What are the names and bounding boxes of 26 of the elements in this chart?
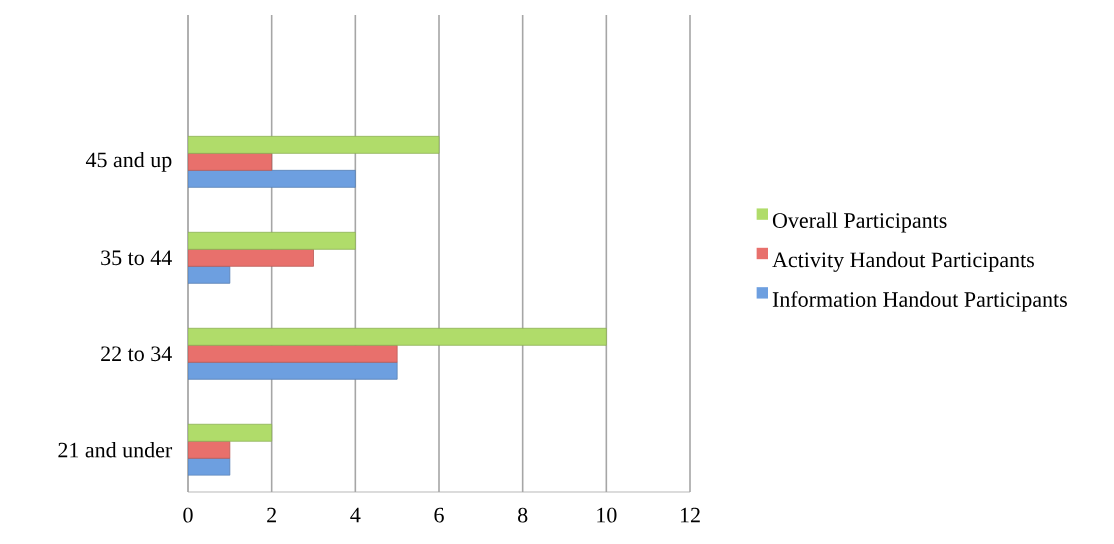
bar <box>188 440 231 459</box>
bar <box>188 135 440 154</box>
bar <box>188 457 231 476</box>
legend-label: Overall Participants <box>772 212 947 233</box>
bar <box>188 327 607 346</box>
y-tick-label: 35 to 44 <box>101 250 172 266</box>
x-tick-label: 2 <box>267 507 276 523</box>
bar <box>188 169 356 188</box>
bar <box>188 361 398 380</box>
x-tick-label: 6 <box>434 507 444 523</box>
x-tick-label: 10 <box>597 507 617 523</box>
y-tick-label: 22 to 34 <box>101 346 172 362</box>
bar <box>188 231 356 250</box>
x-tick-label: 12 <box>680 507 700 523</box>
bar <box>188 344 398 363</box>
x-tick-label: 4 <box>350 507 361 523</box>
x-tick-label: 8 <box>518 507 528 523</box>
bar <box>188 265 231 284</box>
x-tick-label: 0 <box>183 507 193 523</box>
bar <box>188 248 314 267</box>
bar <box>188 152 273 171</box>
bar <box>188 423 273 442</box>
legend-label: Activity Handout Participants <box>772 251 1034 272</box>
y-tick-label: 21 and under <box>58 442 173 458</box>
legend-label: Information Handout Participants <box>772 291 1067 312</box>
y-tick-label: 45 and up <box>85 151 172 172</box>
